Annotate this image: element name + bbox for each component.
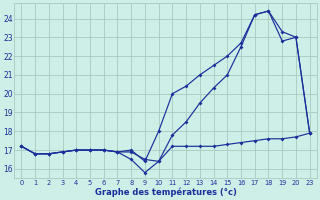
X-axis label: Graphe des températures (°c): Graphe des températures (°c) (95, 187, 236, 197)
